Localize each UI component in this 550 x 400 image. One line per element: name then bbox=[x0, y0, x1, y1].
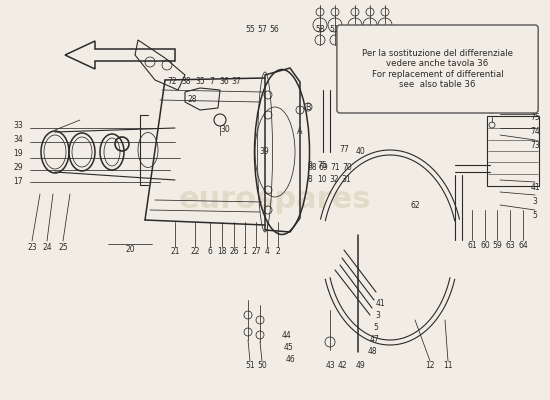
Text: 38: 38 bbox=[181, 78, 191, 86]
Text: 59: 59 bbox=[405, 44, 415, 52]
Text: 44: 44 bbox=[281, 332, 291, 340]
Text: 17: 17 bbox=[13, 178, 23, 186]
Text: 16: 16 bbox=[424, 86, 434, 94]
Text: 77: 77 bbox=[339, 146, 349, 154]
Text: 10: 10 bbox=[317, 176, 327, 184]
Text: 45: 45 bbox=[283, 344, 293, 352]
Text: 31: 31 bbox=[341, 176, 351, 184]
Text: Per la sostituzione del differenziale
vedere anche tavola 36
For replacement of : Per la sostituzione del differenziale ve… bbox=[362, 49, 513, 89]
Text: 48: 48 bbox=[367, 348, 377, 356]
Text: 3: 3 bbox=[532, 198, 537, 206]
Text: 6: 6 bbox=[207, 248, 212, 256]
Text: 37: 37 bbox=[231, 78, 241, 86]
Text: 1: 1 bbox=[243, 248, 248, 256]
Text: B: B bbox=[407, 90, 412, 100]
Text: 29: 29 bbox=[13, 164, 23, 172]
Text: A: A bbox=[297, 128, 302, 136]
Text: 56: 56 bbox=[269, 26, 279, 34]
Text: 7: 7 bbox=[210, 78, 215, 86]
Text: B: B bbox=[305, 104, 311, 112]
Text: 30: 30 bbox=[220, 126, 230, 134]
Text: 43: 43 bbox=[325, 360, 335, 370]
Text: 67: 67 bbox=[515, 66, 525, 74]
Text: 9: 9 bbox=[307, 160, 312, 170]
Text: 12: 12 bbox=[425, 360, 435, 370]
Text: 27: 27 bbox=[251, 248, 261, 256]
Text: 76: 76 bbox=[502, 66, 512, 74]
Text: 72: 72 bbox=[167, 78, 177, 86]
Text: 3: 3 bbox=[376, 312, 381, 320]
Text: 62: 62 bbox=[410, 200, 420, 210]
Text: 51: 51 bbox=[245, 360, 255, 370]
Text: 60: 60 bbox=[419, 44, 429, 52]
Text: 15: 15 bbox=[411, 86, 421, 94]
Text: 68: 68 bbox=[307, 164, 317, 172]
Text: 59: 59 bbox=[492, 240, 502, 250]
Text: 18: 18 bbox=[217, 248, 227, 256]
Text: 20: 20 bbox=[125, 246, 135, 254]
Text: 53: 53 bbox=[343, 26, 353, 34]
Text: 60: 60 bbox=[480, 240, 490, 250]
Text: 54: 54 bbox=[357, 26, 367, 34]
Text: 24: 24 bbox=[42, 242, 52, 252]
Text: 32: 32 bbox=[329, 176, 339, 184]
Text: 40: 40 bbox=[355, 148, 365, 156]
Text: 49: 49 bbox=[355, 360, 365, 370]
Text: 55: 55 bbox=[245, 26, 255, 34]
Text: 2: 2 bbox=[276, 248, 280, 256]
Text: 28: 28 bbox=[187, 96, 197, 104]
Text: 39: 39 bbox=[259, 148, 269, 156]
Text: 52: 52 bbox=[371, 26, 381, 34]
Text: 25: 25 bbox=[58, 242, 68, 252]
Text: 4: 4 bbox=[265, 248, 270, 256]
Text: 74: 74 bbox=[530, 128, 540, 136]
Text: 5: 5 bbox=[373, 324, 378, 332]
Text: eurospares: eurospares bbox=[179, 186, 371, 214]
Text: A: A bbox=[387, 106, 393, 114]
Text: 33: 33 bbox=[13, 122, 23, 130]
Text: 70: 70 bbox=[342, 164, 352, 172]
Text: 75: 75 bbox=[530, 114, 540, 122]
Text: 50: 50 bbox=[257, 360, 267, 370]
Text: 64: 64 bbox=[518, 240, 528, 250]
Text: 75: 75 bbox=[317, 160, 327, 170]
Text: 11: 11 bbox=[443, 360, 453, 370]
Text: 26: 26 bbox=[229, 248, 239, 256]
Text: 51: 51 bbox=[329, 26, 339, 34]
Text: 34: 34 bbox=[13, 136, 23, 144]
Text: 21: 21 bbox=[170, 248, 180, 256]
Text: 46: 46 bbox=[285, 356, 295, 364]
Text: 41: 41 bbox=[375, 300, 385, 308]
Text: 8: 8 bbox=[307, 176, 312, 184]
Text: 63: 63 bbox=[505, 240, 515, 250]
Text: 41: 41 bbox=[530, 184, 540, 192]
FancyBboxPatch shape bbox=[337, 25, 538, 113]
Text: 61: 61 bbox=[467, 240, 477, 250]
Text: 22: 22 bbox=[190, 248, 200, 256]
Text: 36: 36 bbox=[219, 78, 229, 86]
Text: 5: 5 bbox=[532, 210, 537, 220]
Text: 58: 58 bbox=[315, 26, 325, 34]
Text: 66: 66 bbox=[489, 66, 499, 74]
Text: 13: 13 bbox=[385, 86, 395, 94]
Text: 71: 71 bbox=[330, 164, 340, 172]
Text: 14: 14 bbox=[398, 86, 408, 94]
Text: 73: 73 bbox=[530, 140, 540, 150]
Text: 69: 69 bbox=[318, 164, 328, 172]
Text: 47: 47 bbox=[369, 336, 379, 344]
Text: 42: 42 bbox=[337, 360, 347, 370]
Text: 23: 23 bbox=[27, 242, 37, 252]
Text: 65: 65 bbox=[475, 66, 485, 74]
Text: 57: 57 bbox=[257, 26, 267, 34]
Text: 19: 19 bbox=[13, 150, 23, 158]
Text: 35: 35 bbox=[195, 78, 205, 86]
